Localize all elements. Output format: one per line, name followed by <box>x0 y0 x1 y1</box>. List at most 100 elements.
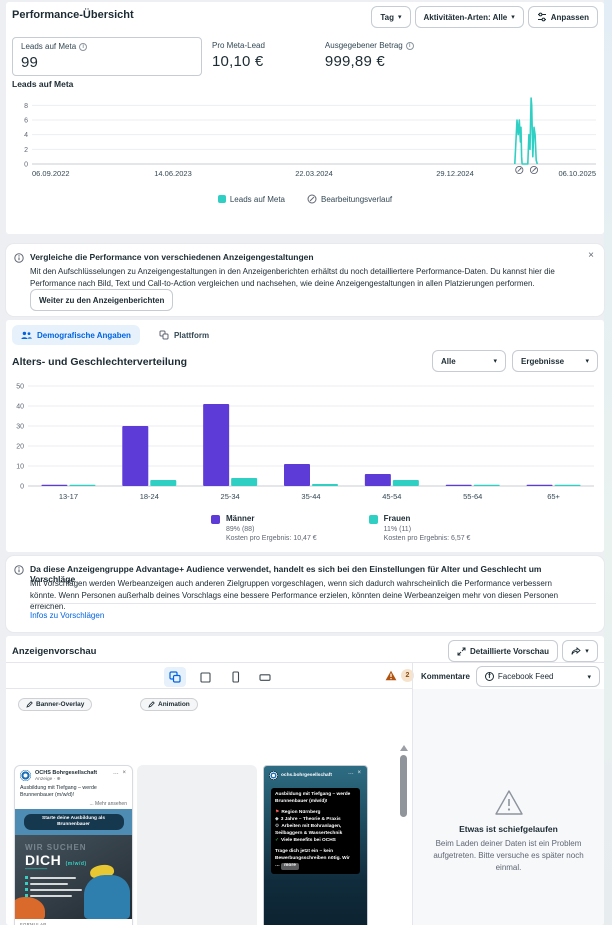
metric-select-dropdown[interactable]: Ergebnisse ▾ <box>512 350 598 372</box>
preview-warning[interactable]: 2 <box>385 669 414 682</box>
svg-text:30: 30 <box>16 424 24 431</box>
close-icon[interactable]: × <box>588 250 594 261</box>
people-icon <box>21 331 32 339</box>
orange-jacket-shape <box>15 897 45 920</box>
svg-text:35-44: 35-44 <box>301 492 320 501</box>
variant-pill-animation[interactable]: Animation <box>140 698 198 711</box>
creative-top-band: Starte deine Ausbildung als Brunnenbauer <box>15 809 132 836</box>
creatives-info-banner: Vergleiche die Performance von verschied… <box>6 244 604 316</box>
variant-pill-banner-overlay[interactable]: Banner-Overlay <box>18 698 93 711</box>
warning-triangle-icon <box>385 670 397 681</box>
comments-error-panel: Etwas ist schiefgelaufen Beim Laden dein… <box>413 689 604 925</box>
metric-value: 99 <box>21 54 39 71</box>
metric-card-1[interactable]: Pro Meta-Lead 10,10 € <box>212 37 273 74</box>
metric-card-0[interactable]: Leads auf Meta i 99 <box>12 37 202 76</box>
bar-männer-13-17[interactable] <box>41 484 68 486</box>
bar-männer-65+[interactable] <box>526 484 553 486</box>
legend-series-stats: 11% (11) Kosten pro Ergebnis: 6,57 € <box>383 526 471 543</box>
ad-preview-controls: Detaillierte Vorschau ▾ <box>448 640 598 662</box>
format-horizontal-button[interactable] <box>254 667 276 687</box>
bar-frauen-13-17[interactable] <box>69 484 96 486</box>
comments-label: Kommentare <box>421 672 470 681</box>
ad-preview-card: Anzeigenvorschau Detaillierte Vorschau ▾ <box>6 636 604 925</box>
scroll-up-icon[interactable] <box>400 745 408 751</box>
chevron-down-icon: ▾ <box>587 673 591 681</box>
bar-männer-55-64[interactable] <box>445 484 472 486</box>
suggestions-info-link[interactable]: Infos zu Vorschlägen <box>30 611 105 620</box>
performance-controls: Tag ▾ Aktivitäten-Arten: Alle ▾ Anpassen <box>371 6 598 28</box>
activity-type-dropdown[interactable]: Aktivitäten-Arten: Alle ▾ <box>414 6 524 28</box>
banner-body: Mit Vorschlägen werden Werbeanzeigen auc… <box>30 579 559 612</box>
bar-frauen-25-34[interactable] <box>231 478 258 486</box>
sponsored-label: Anzeige · ⊕ <box>35 777 61 782</box>
bar-männer-35-44[interactable] <box>284 464 310 486</box>
scrollbar-thumb[interactable] <box>400 755 407 817</box>
edit-history-marker-icon[interactable] <box>515 165 524 175</box>
overlapping-squares-icon <box>169 671 181 683</box>
feed-ad-cta-row: FORMULAR Starte deine Ausbildung als... … <box>15 919 132 925</box>
see-more-link[interactable]: ... Mehr ansehen <box>89 800 127 807</box>
preview-scroll-area: Banner-Overlay Animation OCHS Bohrgesell… <box>6 689 412 925</box>
period-dropdown[interactable]: Tag ▾ <box>371 6 411 28</box>
story-text-line: ⚑ Region Nürnberg <box>275 809 321 815</box>
detailed-preview-button[interactable]: Detaillierte Vorschau <box>448 640 558 662</box>
feed-ad-menu[interactable]: … × <box>112 770 127 776</box>
tab-plattform[interactable]: Plattform <box>150 325 218 345</box>
bar-männer-18-24[interactable] <box>122 426 149 486</box>
format-vertical-button[interactable] <box>224 667 246 687</box>
legend-item-männer: Männer 89% (88) Kosten pro Ergebnis: 10,47… <box>211 514 317 544</box>
metric-label: Pro Meta-Lead <box>212 41 265 50</box>
story-line-icon: ⚑ <box>275 809 280 815</box>
bar-männer-45-54[interactable] <box>364 474 391 486</box>
creative-bullet-row <box>25 876 82 880</box>
bar-frauen-45-54[interactable] <box>392 480 419 486</box>
error-body: Beim Laden deiner Daten ist ein Problem … <box>433 839 584 872</box>
tab-demografische-angaben[interactable]: Demografische Angaben <box>12 325 140 345</box>
bar-frauen-18-24[interactable] <box>150 480 177 486</box>
story-ad-menu[interactable]: … × <box>347 770 362 776</box>
divider <box>412 662 413 925</box>
svg-text:8: 8 <box>24 103 28 110</box>
svg-text:25-34: 25-34 <box>221 492 240 501</box>
page-scrollbar-track[interactable] <box>604 0 612 925</box>
preview-format-toolbar <box>164 667 276 687</box>
age-filter-dropdown[interactable]: Alle ▾ <box>432 350 506 372</box>
metric-label: Leads auf Meta i <box>21 42 193 51</box>
metric-card-2[interactable]: Ausgegebener Betrag i 999,89 € <box>325 37 422 74</box>
bar-frauen-35-44[interactable] <box>312 484 338 486</box>
advertiser-logo <box>269 771 278 780</box>
animation-ad-placeholder[interactable] <box>137 765 257 925</box>
advertiser-logo <box>20 770 31 781</box>
story-ad-preview[interactable]: ochs.bohrgesellschaft … × Ausbildung mit… <box>263 765 368 925</box>
edit-history-marker-icon[interactable] <box>529 165 539 175</box>
sliders-icon <box>537 12 546 22</box>
info-icon <box>14 253 24 263</box>
chevron-down-icon: ▾ <box>511 14 515 21</box>
svg-text:0: 0 <box>20 484 24 491</box>
placement-feed-dropdown[interactable]: f Facebook Feed ▾ <box>475 666 600 687</box>
format-square-button[interactable] <box>194 667 216 687</box>
share-dropdown-button[interactable]: ▾ <box>562 640 598 662</box>
bar-männer-25-34[interactable] <box>203 404 230 486</box>
svg-text:22.03.2024: 22.03.2024 <box>295 169 333 178</box>
divider <box>6 662 604 663</box>
svg-text:06.10.2025: 06.10.2025 <box>558 169 596 178</box>
go-to-ad-reports-button[interactable]: Weiter zu den Anzeigenberichten <box>30 289 174 311</box>
bar-frauen-65+[interactable] <box>554 484 581 486</box>
see-more-chip[interactable]: more <box>281 862 299 870</box>
svg-text:50: 50 <box>16 384 24 391</box>
feed-ad-preview[interactable]: OCHS Bohrgesellschaft Anzeige · ⊕ … × Au… <box>14 765 133 925</box>
customize-button[interactable]: Anpassen <box>527 6 598 28</box>
info-icon: i <box>405 41 414 50</box>
format-all-placements-button[interactable] <box>164 667 186 687</box>
legend-swatch <box>211 515 220 524</box>
bar-frauen-55-64[interactable] <box>473 484 500 486</box>
preview-scrollbar[interactable] <box>400 745 408 817</box>
pen-icon <box>148 701 155 708</box>
demographics-controls: Alle ▾ Ergebnisse ▾ <box>432 350 598 372</box>
divider <box>30 603 596 604</box>
story-text-line: … more <box>275 862 356 870</box>
breakdown-tabs: Demografische Angaben Plattform <box>12 325 218 345</box>
banner-title: Da diese Anzeigengruppe Advantage+ Audie… <box>30 564 542 584</box>
story-line-icon: ✓ <box>275 837 280 843</box>
